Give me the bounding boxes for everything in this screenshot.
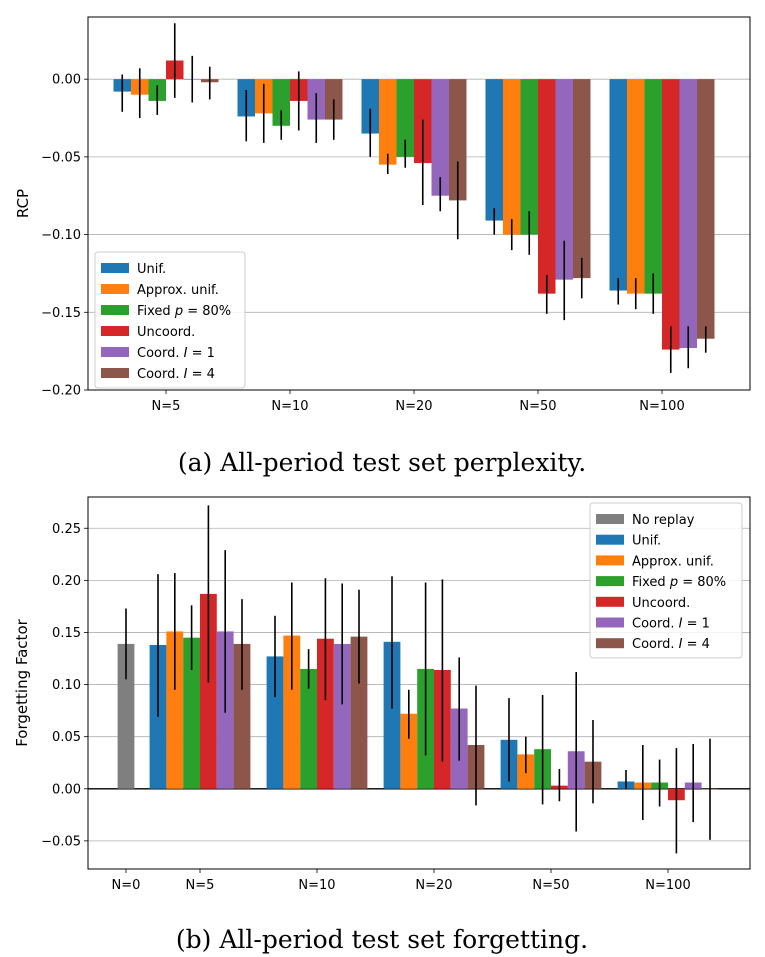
y-tick-label: −0.05 (41, 150, 81, 165)
y-tick-label: −0.15 (41, 306, 81, 321)
legend-swatch (596, 534, 624, 545)
bar-no-replay (117, 643, 135, 789)
bar-uncoord- (317, 638, 334, 789)
y-tick-label: −0.20 (41, 384, 81, 399)
bar-uncoord- (200, 593, 217, 789)
legend-swatch (101, 326, 129, 336)
bar-coord-i-4 (449, 79, 467, 201)
legend-label: Approx. unif. (632, 554, 714, 569)
bar-fixed-p-80- (396, 79, 414, 157)
bar-approx-unif- (379, 79, 397, 165)
x-tick-label: N=10 (271, 399, 308, 414)
bar-uncoord- (662, 79, 680, 350)
x-tick-label: N=20 (395, 399, 432, 414)
legend-label: Uncoord. (632, 596, 690, 611)
legend-swatch (596, 555, 624, 566)
legend-swatch (596, 617, 624, 628)
bar-coord-i-1 (679, 79, 697, 349)
y-axis-label: Forgetting Factor (13, 618, 31, 746)
bar-fixed-p-80- (300, 668, 317, 789)
axes-frame (87, 16, 751, 391)
bar-coord-i-4 (697, 79, 715, 339)
x-tick-label: N=50 (519, 399, 556, 414)
legend-label: No replay (632, 513, 695, 528)
legend-box (589, 502, 743, 659)
x-tick-label: N=100 (639, 399, 684, 414)
caption-b: (b) All-period test set forgetting. (176, 925, 588, 954)
y-tick-label: 0.05 (52, 730, 81, 745)
bar-coord-i-1 (555, 79, 573, 280)
bar-unif- (361, 79, 379, 134)
x-tick-label: N=100 (645, 878, 690, 893)
bar-unif- (383, 641, 401, 789)
bar-coord-i-1 (333, 643, 351, 789)
legend-label: Fixed p = 80% (137, 304, 231, 319)
bar-fixed-p-80- (520, 79, 538, 235)
legend-swatch (101, 347, 129, 357)
legend-swatch (596, 596, 624, 607)
bar-coord-i-4 (233, 643, 251, 789)
bar-coord-i-4 (573, 79, 591, 279)
y-tick-label: 0.15 (52, 626, 81, 641)
bar-fixed-p-80- (183, 637, 200, 789)
legend-swatch (101, 305, 129, 315)
x-tick-label: N=0 (112, 878, 141, 893)
bar-approx-unif- (400, 713, 418, 789)
legend-swatch (101, 263, 129, 273)
legend-swatch (596, 576, 624, 587)
legend-swatch (596, 638, 624, 649)
bar-unif- (609, 79, 627, 291)
legend-swatch (101, 368, 129, 378)
y-tick-label: 0.00 (52, 73, 81, 88)
legend-label: Coord. I = 1 (632, 617, 710, 632)
y-tick-label: 0.10 (52, 678, 81, 693)
bar-approx-unif- (166, 631, 184, 789)
y-axis-label: RCP (14, 189, 32, 218)
y-tick-label: −0.10 (41, 228, 81, 243)
legend-label: Approx. unif. (137, 283, 219, 298)
legend-label: Coord. I = 4 (137, 367, 215, 382)
forgetting-bar-chart: −0.05 0.00 0.05 0.10 0.15 0.20 0.25 N=0 N=5 N=10 N… (13, 496, 751, 893)
legend-swatch (101, 284, 129, 294)
legend-label: Fixed p = 80% (632, 575, 726, 590)
rcp-bar-chart: −0.20 −0.15 −0.10 −0.05 0.00 N=5 N=10 N=20 N=50 N… (14, 16, 751, 414)
bar-approx-unif- (627, 79, 645, 294)
y-tick-label: 0.25 (52, 522, 81, 537)
legend-label: Coord. I = 4 (632, 637, 710, 652)
legend-label: Uncoord. (137, 325, 195, 340)
bar-unif- (266, 656, 284, 789)
legend-box (94, 251, 246, 389)
legend-label: Unif. (632, 534, 661, 549)
x-tick-label: N=50 (532, 878, 569, 893)
caption-a: (a) All-period test set perplexity. (178, 448, 586, 477)
y-tick-label: −0.05 (41, 834, 81, 849)
axes-frame (87, 496, 751, 870)
bar-uncoord- (538, 79, 556, 294)
bar-approx-unif- (283, 635, 301, 789)
bar-approx-unif- (503, 79, 521, 235)
bar-coord-i-4 (350, 636, 368, 789)
x-tick-label: N=5 (186, 878, 215, 893)
legend-swatch (596, 514, 624, 524)
legend-label: Coord. I = 1 (137, 346, 215, 361)
bar-fixed-p-80- (272, 79, 290, 126)
x-tick-label: N=20 (415, 878, 452, 893)
y-tick-label: 0.20 (52, 574, 81, 589)
bar-fixed-p-80- (644, 79, 662, 294)
y-tick-label: 0.00 (52, 782, 81, 797)
legend-label: Unif. (137, 262, 166, 277)
bar-unif- (485, 79, 503, 221)
x-tick-label: N=5 (152, 399, 181, 414)
x-tick-label: N=10 (298, 878, 335, 893)
bar-coord-i-1 (431, 79, 449, 196)
